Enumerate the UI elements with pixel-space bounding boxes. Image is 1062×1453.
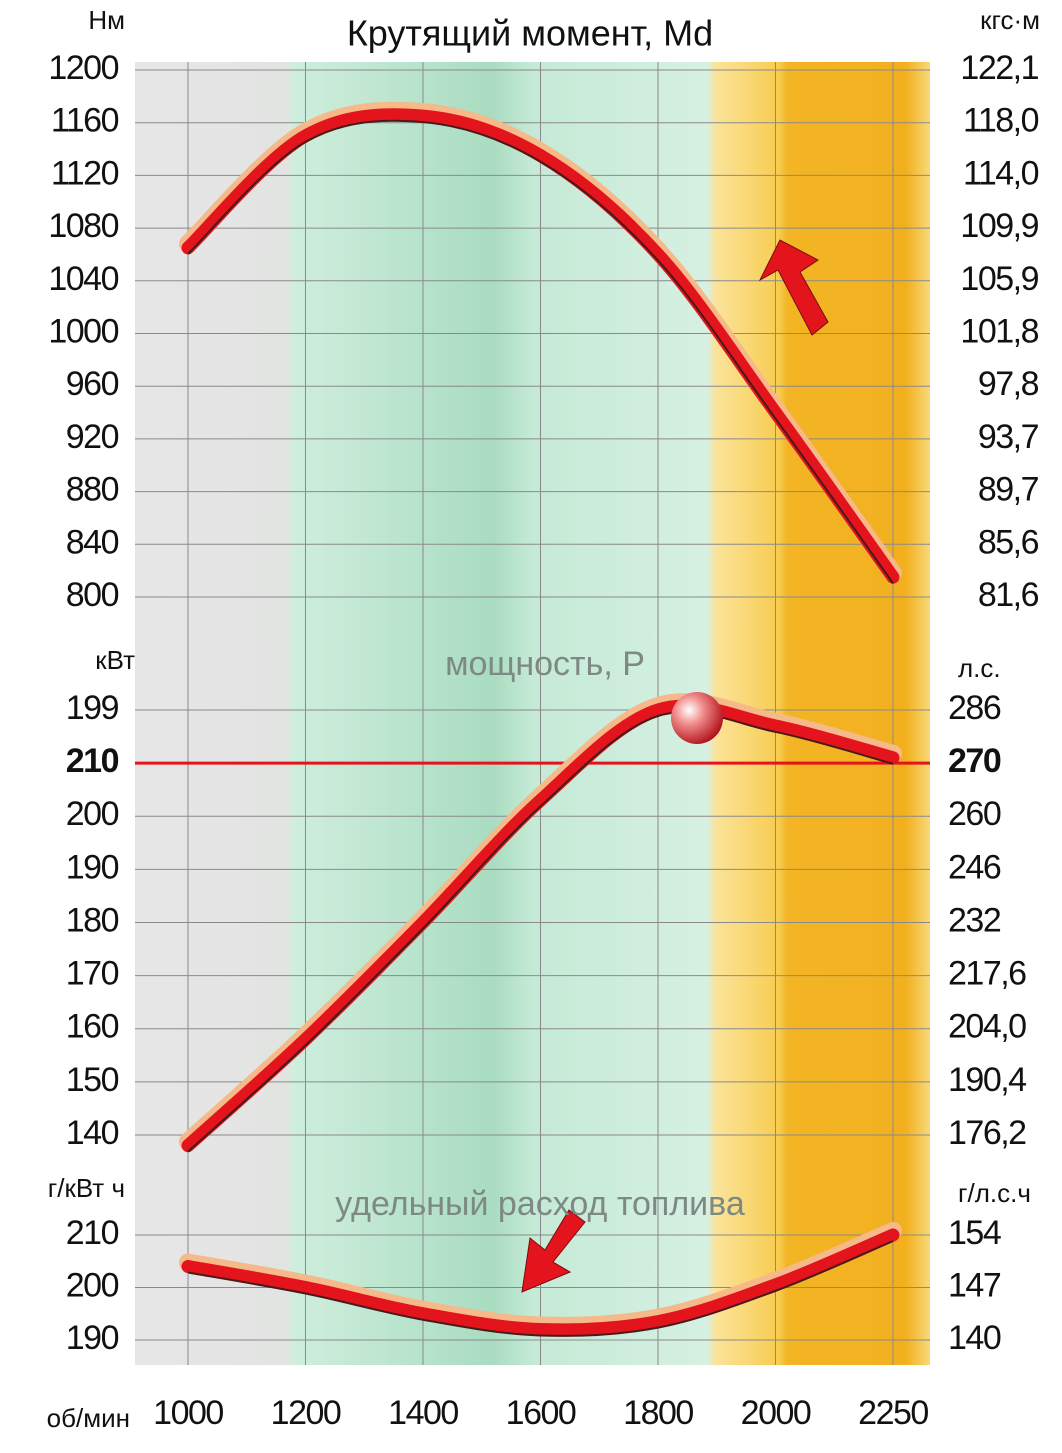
y2-axis-unit: г/л.с.ч (958, 1178, 1031, 1208)
x-tick-label: 1200 (271, 1394, 341, 1432)
curve-edge (187, 119, 894, 584)
y2-tick-label: 232 (948, 901, 1001, 939)
curves (135, 101, 930, 1337)
y-tick-label: 190 (66, 848, 119, 886)
x-tick-label: 2000 (741, 1394, 811, 1432)
y2-tick-label: 176,2 (948, 1114, 1026, 1152)
y2-tick-label: 260 (948, 795, 1001, 833)
annotation: мощность, P (445, 645, 645, 683)
y2-tick-label: 105,9 (960, 260, 1038, 298)
y2-tick-label: 85,6 (978, 523, 1039, 561)
y-tick-label: 1200 (48, 49, 118, 87)
y-tick-label: 200 (66, 1266, 119, 1304)
y2-tick-label: 270 (948, 742, 1001, 780)
y2-tick-label: 246 (948, 848, 1001, 886)
y2-tick-label: 204,0 (948, 1008, 1026, 1046)
y-axis-unit: Нм (88, 5, 125, 35)
x-axis-unit: об/мин (47, 1403, 130, 1433)
y-tick-label: 210 (66, 742, 119, 780)
y-tick-label: 1040 (48, 260, 118, 298)
curve-edge (187, 711, 894, 1153)
y-tick-label: 150 (66, 1061, 119, 1099)
labels: Крутящий момент, Md мощность, P удельный… (47, 5, 1040, 1433)
y2-axis-unit: кгс·м (980, 5, 1040, 35)
x-tick-label: 1800 (623, 1394, 693, 1432)
y2-tick-label: 118,0 (963, 102, 1039, 140)
y-tick-label: 880 (66, 471, 119, 509)
x-tick-label: 2250 (858, 1394, 928, 1432)
curve-edge (187, 1240, 894, 1337)
y-tick-label: 210 (66, 1214, 119, 1252)
arrow-up (758, 239, 829, 336)
y2-tick-label: 81,6 (978, 576, 1039, 614)
y-tick-label: 199 (66, 689, 119, 727)
y-tick-label: 800 (66, 576, 119, 614)
y2-tick-label: 286 (948, 689, 1001, 727)
y-tick-label: 160 (66, 1008, 119, 1046)
y-tick-label: 920 (66, 418, 119, 456)
y-tick-label: 190 (66, 1319, 119, 1357)
x-tick-label: 1400 (388, 1394, 458, 1432)
y2-tick-label: 101,8 (960, 312, 1038, 350)
y-tick-label: 840 (66, 523, 119, 561)
curve (181, 1228, 900, 1337)
y2-tick-label: 89,7 (978, 471, 1039, 509)
y-tick-label: 200 (66, 795, 119, 833)
y2-tick-label: 147 (948, 1266, 1001, 1304)
chart-title: Крутящий момент, Md (347, 13, 713, 54)
y2-tick-label: 109,9 (960, 207, 1038, 245)
y2-tick-label: 122,1 (960, 49, 1038, 87)
y2-tick-label: 97,8 (978, 365, 1039, 403)
y-axis-unit: г/кВт ч (48, 1173, 125, 1203)
arrow-down (521, 1209, 586, 1293)
y-tick-label: 180 (66, 901, 119, 939)
x-tick-label: 1000 (153, 1394, 223, 1432)
y-tick-label: 1080 (48, 207, 118, 245)
y2-tick-label: 217,6 (948, 955, 1026, 993)
y-tick-label: 1000 (48, 312, 118, 350)
y2-axis-unit: л.с. (958, 653, 1001, 683)
y2-tick-label: 190,4 (948, 1061, 1026, 1099)
y-tick-label: 170 (66, 955, 119, 993)
y-tick-label: 1160 (51, 102, 119, 140)
x-tick-label: 1600 (506, 1394, 576, 1432)
y2-tick-label: 114,0 (963, 154, 1039, 192)
y-tick-label: 1120 (51, 154, 119, 192)
y-tick-label: 960 (66, 365, 119, 403)
curve (181, 699, 900, 1153)
y2-tick-label: 93,7 (978, 418, 1039, 456)
annotation: удельный расход топлива (335, 1185, 745, 1223)
y-tick-label: 140 (66, 1114, 119, 1152)
curve (181, 108, 900, 584)
peak-marker (671, 692, 723, 744)
y2-tick-label: 140 (948, 1319, 1001, 1357)
y-axis-unit: кВт (95, 645, 135, 675)
y2-tick-label: 154 (948, 1214, 1001, 1252)
